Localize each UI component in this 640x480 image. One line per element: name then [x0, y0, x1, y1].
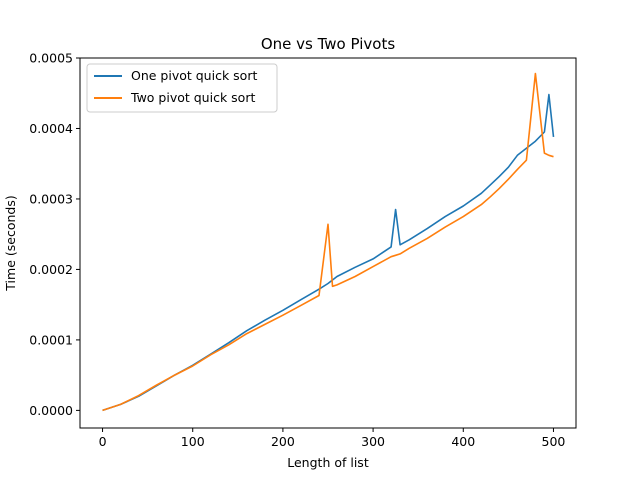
y-tick-label: 0.0001	[29, 332, 73, 347]
y-tick-label: 0.0002	[29, 262, 73, 277]
y-tick-label: 0.0000	[29, 403, 73, 418]
x-axis-ticks: 0 100 200 300 400 500	[99, 428, 566, 449]
legend-label-two-pivot: Two pivot quick sort	[130, 90, 255, 105]
y-axis-label: Time (seconds)	[3, 195, 18, 291]
x-tick-label: 200	[271, 434, 295, 449]
legend-box	[86, 63, 278, 113]
series-line-two-pivot	[102, 72, 554, 412]
legend-label-one-pivot: One pivot quick sort	[131, 68, 257, 83]
x-axis-label: Length of list	[287, 455, 369, 470]
legend: One pivot quick sort Two pivot quick sor…	[86, 63, 278, 113]
y-axis-ticks: 0.0000 0.0001 0.0002 0.0003 0.0004 0.0005	[29, 51, 80, 418]
x-tick-label: 0	[99, 434, 107, 449]
plot-frame	[79, 57, 577, 429]
x-tick-label: 400	[451, 434, 475, 449]
x-tick-label: 300	[361, 434, 385, 449]
chart-title: One vs Two Pivots	[261, 35, 395, 53]
y-tick-label: 0.0003	[29, 191, 73, 206]
plot-area	[102, 72, 555, 412]
x-tick-label: 100	[181, 434, 205, 449]
x-tick-label: 500	[542, 434, 566, 449]
y-tick-label: 0.0005	[29, 51, 73, 66]
y-tick-label: 0.0004	[29, 121, 73, 136]
series-line-one-pivot	[102, 93, 555, 412]
